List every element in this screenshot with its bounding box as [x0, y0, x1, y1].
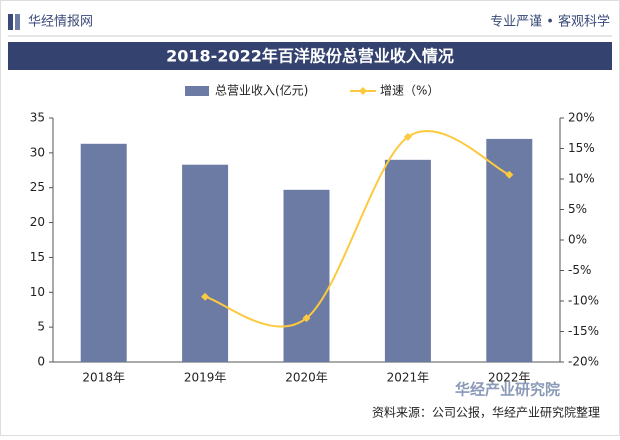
y-tick-label: 20 — [30, 215, 45, 229]
line-marker — [403, 132, 412, 141]
y2-tick-label: 10% — [568, 172, 595, 186]
y2-tick-label: 15% — [568, 141, 595, 155]
line-marker — [302, 314, 311, 323]
line-marker — [201, 292, 210, 301]
footer-logo: 华经产业研究院 — [455, 381, 560, 399]
line-marker — [505, 170, 514, 179]
y2-tick-label: 0% — [568, 233, 587, 247]
y2-tick-label: -5% — [568, 263, 591, 277]
legend-swatch — [185, 86, 209, 96]
x-tick-label: 2020年 — [285, 371, 328, 385]
y-tick-label: 5 — [37, 320, 45, 334]
y-tick-label: 25 — [30, 180, 45, 194]
y2-tick-label: -10% — [568, 294, 599, 308]
bar — [182, 164, 229, 362]
x-tick-label: 2021年 — [387, 371, 430, 385]
y2-tick-label: 20% — [568, 111, 595, 125]
y2-tick-label: -20% — [568, 355, 599, 369]
logo-icon — [8, 14, 13, 30]
line — [204, 129, 510, 328]
legend-label: 总营业收入(亿元) — [215, 83, 308, 98]
title-bar — [8, 42, 612, 70]
bar — [283, 189, 330, 362]
brand: 华经情报网 — [28, 15, 93, 30]
y2-tick-label: -15% — [568, 324, 599, 338]
y-tick-label: 10 — [30, 285, 45, 299]
bar — [80, 143, 127, 362]
source: 资料来源：公司公报，华经产业研究院整理 — [372, 405, 600, 420]
bar — [384, 159, 431, 362]
y-tick-label: 0 — [37, 355, 45, 369]
slogan: 专业严谨 • 客观科学 — [490, 14, 610, 30]
chart-title: 2018-2022年百洋股份总营业收入情况 — [166, 47, 454, 66]
legend-label: 增速（%） — [380, 84, 439, 98]
legend-marker — [359, 87, 367, 95]
y-tick-label: 30 — [30, 145, 45, 159]
y-tick-label: 15 — [30, 250, 45, 264]
x-tick-label: 2022年 — [488, 371, 531, 385]
x-tick-label: 2018年 — [82, 371, 125, 385]
y2-tick-label: 5% — [568, 202, 587, 216]
y-tick-label: 35 — [30, 111, 45, 125]
x-tick-label: 2019年 — [184, 371, 227, 385]
logo-icon — [15, 14, 20, 30]
